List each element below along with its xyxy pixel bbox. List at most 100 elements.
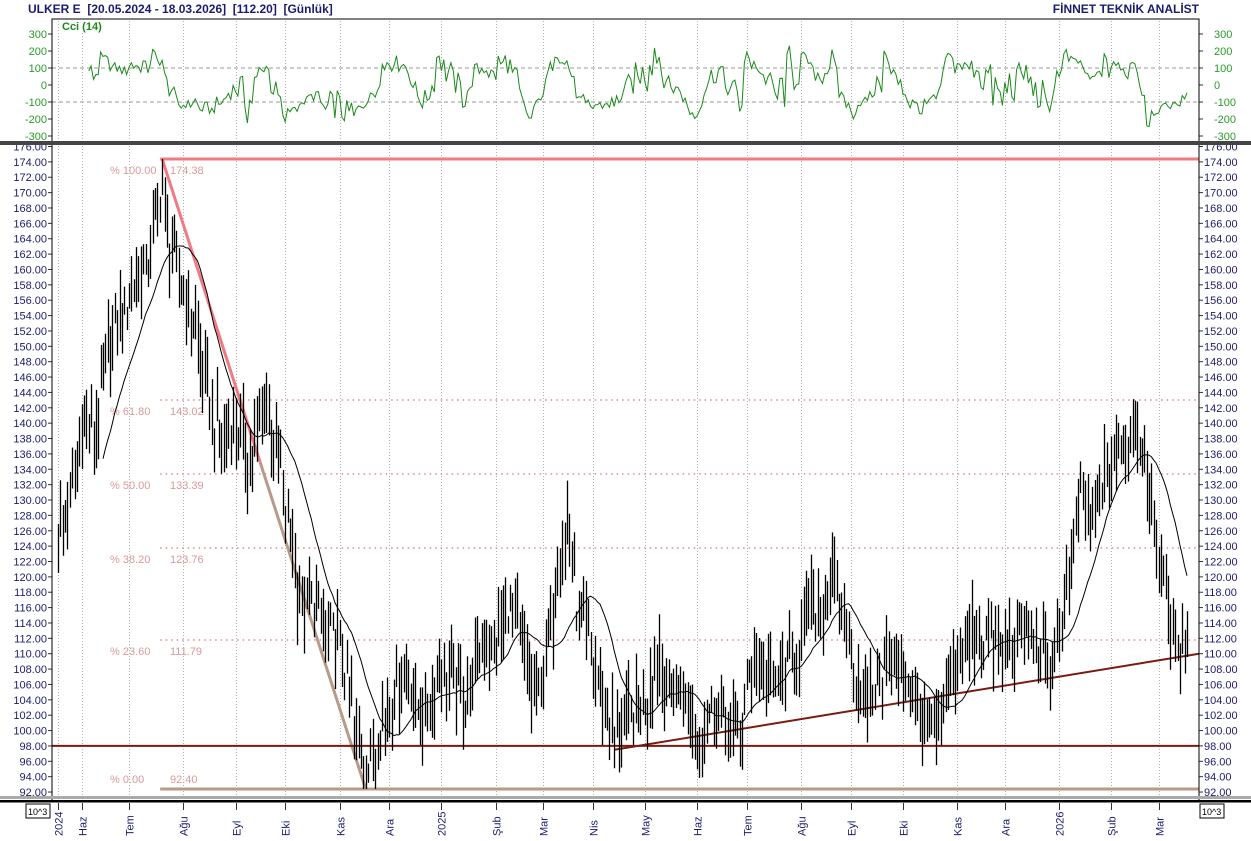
- price-right-tick-label: 102.00: [1204, 710, 1238, 722]
- price-right-tick-label: 150.00: [1204, 341, 1238, 353]
- cci-left-tick-label: -200: [25, 114, 47, 126]
- fib-level-value: 174.38: [170, 165, 204, 177]
- price-right-tick-label: 144.00: [1204, 387, 1238, 399]
- price-left-tick-label: 166.00: [13, 218, 47, 230]
- cci-left-tick-label: -100: [25, 97, 47, 109]
- cci-right-tick-label: -200: [1214, 114, 1236, 126]
- x-tick-label: Ara: [385, 818, 397, 836]
- cci-line: [88, 45, 1188, 128]
- price-right-tick-label: 138.00: [1204, 434, 1238, 446]
- price-left-tick-label: 158.00: [13, 280, 47, 292]
- price-right-tick-label: 166.00: [1204, 218, 1238, 230]
- price-right-tick-label: 164.00: [1204, 234, 1238, 246]
- price-left-tick-label: 162.00: [13, 249, 47, 261]
- price-left-tick-label: 118.00: [14, 587, 47, 599]
- cci-left-tick-label: 200: [29, 46, 47, 58]
- price-left-tick-label: 156.00: [13, 295, 47, 307]
- price-left-tick-label: 96.00: [19, 756, 47, 768]
- fib-level-percent: % 38.20: [110, 554, 150, 566]
- price-left-tick-label: 98.00: [19, 741, 47, 753]
- price-left-tick-label: 128.00: [13, 510, 47, 522]
- x-tick-label: Tem: [743, 815, 755, 836]
- price-right-tick-label: 114.00: [1204, 618, 1237, 630]
- cci-right-tick-label: -300: [1214, 131, 1236, 143]
- price-left-tick-label: 144.00: [13, 387, 47, 399]
- fib-trend-line-lower: [258, 460, 368, 790]
- price-right-tick-label: 140.00: [1204, 418, 1238, 430]
- x-tick-label: Kas: [953, 817, 965, 836]
- cci-right-tick-label: 200: [1214, 46, 1232, 58]
- price-right-tick-label: 94.00: [1204, 772, 1232, 784]
- price-right-tick-label: 172.00: [1204, 172, 1238, 184]
- price-right-tick-label: 100.00: [1204, 726, 1238, 738]
- scale-badge-label: 10^3: [1202, 807, 1221, 817]
- fib-level-value: 133.39: [170, 480, 204, 492]
- price-right-tick-label: 142.00: [1204, 403, 1238, 415]
- price-right-tick-label: 106.00: [1204, 679, 1238, 691]
- price-left-tick-label: 152.00: [13, 326, 47, 338]
- fib-level-percent: % 61.80: [110, 406, 150, 418]
- price-right-tick-label: 158.00: [1204, 280, 1238, 292]
- chart-title: ULKER E [20.05.2024 - 18.03.2026] [112.2…: [28, 2, 333, 16]
- price-left-tick-label: 104.00: [13, 695, 47, 707]
- x-tick-label: Ağu: [797, 816, 809, 836]
- x-tick-label: Kas: [336, 817, 348, 836]
- cci-left-tick-label: 0: [41, 80, 47, 92]
- x-tick-label: Şub: [492, 816, 504, 836]
- price-right-tick-label: 162.00: [1204, 249, 1238, 261]
- scale-badge: [25, 803, 51, 819]
- cci-left-tick-label: -300: [25, 131, 47, 143]
- price-left-tick-label: 136.00: [13, 449, 47, 461]
- price-right-tick-label: 148.00: [1204, 357, 1238, 369]
- price-left-tick-label: 168.00: [13, 203, 47, 215]
- price-left-tick-label: 110.00: [14, 649, 47, 661]
- x-tick-label: Eyl: [232, 821, 244, 836]
- x-tick-label: Şub: [1107, 816, 1119, 836]
- price-right-tick-label: 120.00: [1204, 572, 1238, 584]
- price-right-tick-label: 98.00: [1204, 741, 1232, 753]
- price-right-tick-label: 116.00: [1204, 603, 1237, 615]
- fib-level-value: 92.40: [170, 774, 198, 786]
- trend-line: [614, 652, 1200, 751]
- price-left-tick-label: 154.00: [13, 311, 47, 323]
- price-left-tick-label: 164.00: [13, 234, 47, 246]
- panel-separator: [0, 141, 1251, 145]
- price-left-tick-label: 112.00: [14, 633, 47, 645]
- price-left-tick-label: 146.00: [13, 372, 47, 384]
- cci-left-tick-label: 100: [29, 63, 47, 75]
- price-right-tick-label: 126.00: [1204, 526, 1238, 538]
- price-right-tick-label: 108.00: [1204, 664, 1238, 676]
- bottom-axis-line: [0, 800, 1251, 803]
- x-tick-label: Mar: [539, 817, 551, 836]
- bottom-separator: [0, 796, 1251, 799]
- price-right-tick-label: 104.00: [1204, 695, 1238, 707]
- cci-indicator-label: Cci (14): [61, 21, 103, 33]
- fib-level-value: 143.02: [170, 406, 204, 418]
- price-right-tick-label: 110.00: [1204, 649, 1237, 661]
- price-right-tick-label: 96.00: [1204, 756, 1232, 768]
- fib-level-percent: % 100.00: [110, 165, 156, 177]
- price-left-tick-label: 174.00: [13, 157, 47, 169]
- price-left-tick-label: 142.00: [13, 403, 47, 415]
- fib-level-value: 123.76: [170, 554, 204, 566]
- price-left-tick-label: 134.00: [13, 464, 47, 476]
- price-right-tick-label: 146.00: [1204, 372, 1238, 384]
- x-tick-label: 2026: [1055, 812, 1067, 836]
- price-left-tick-label: 138.00: [13, 434, 47, 446]
- price-left-tick-label: 94.00: [19, 772, 47, 784]
- price-right-tick-label: 132.00: [1204, 480, 1238, 492]
- scale-badge-label: 10^3: [28, 807, 47, 817]
- x-tick-label: Mar: [1155, 817, 1167, 836]
- price-left-tick-label: 150.00: [13, 341, 47, 353]
- x-tick-label: Ara: [1001, 818, 1013, 836]
- fib-level-percent: % 50.00: [110, 480, 150, 492]
- brand-label: FİNNET TEKNİK ANALİST: [1052, 2, 1199, 16]
- x-tick-label: Eki: [281, 821, 293, 836]
- price-left-tick-label: 170.00: [13, 188, 47, 200]
- x-tick-label: May: [641, 815, 653, 836]
- x-tick-label: Haz: [78, 816, 90, 836]
- fib-level-percent: % 0.00: [110, 774, 144, 786]
- price-right-tick-label: 124.00: [1204, 541, 1238, 553]
- scale-badge: [1199, 803, 1225, 819]
